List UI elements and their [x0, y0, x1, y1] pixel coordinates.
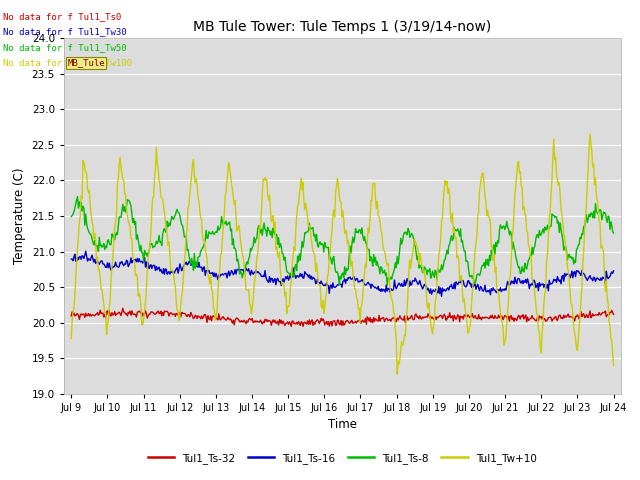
Text: MB_Tule: MB_Tule [67, 59, 105, 68]
X-axis label: Time: Time [328, 418, 357, 431]
Text: No data for f Tul1_Tw50: No data for f Tul1_Tw50 [3, 43, 127, 52]
Title: MB Tule Tower: Tule Temps 1 (3/19/14-now): MB Tule Tower: Tule Temps 1 (3/19/14-now… [193, 21, 492, 35]
Legend: Tul1_Ts-32, Tul1_Ts-16, Tul1_Ts-8, Tul1_Tw+10: Tul1_Ts-32, Tul1_Ts-16, Tul1_Ts-8, Tul1_… [144, 448, 541, 468]
Text: No data for f Tul1_Ts0: No data for f Tul1_Ts0 [3, 12, 122, 21]
Y-axis label: Temperature (C): Temperature (C) [13, 168, 26, 264]
Text: No data for f Tul1_Tw100: No data for f Tul1_Tw100 [3, 58, 132, 67]
Text: No data for f Tul1_Tw30: No data for f Tul1_Tw30 [3, 27, 127, 36]
